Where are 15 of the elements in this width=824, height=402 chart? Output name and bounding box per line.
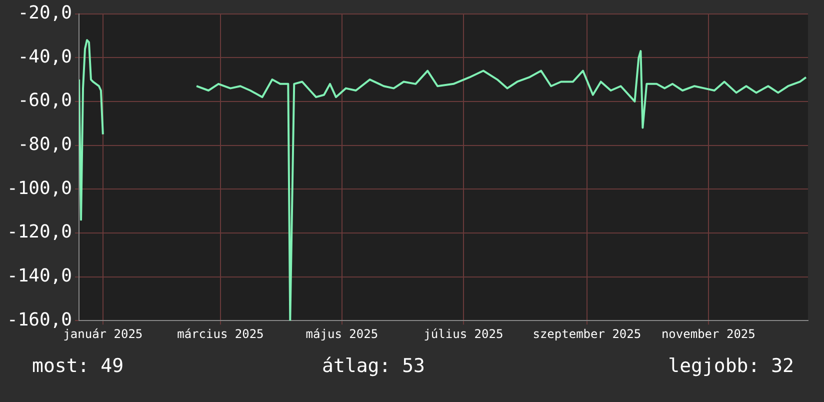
y-tick-label: -20,0	[18, 2, 72, 24]
x-tick-label: november 2025	[661, 326, 756, 341]
text: most: 49	[32, 355, 124, 377]
x-tick-label: július 2025	[424, 326, 504, 341]
y-tick-label: -80,0	[18, 134, 72, 155]
text: átlag: 53	[322, 355, 425, 377]
y-tick-label: -40,0	[18, 46, 72, 68]
x-tick-label: május 2025	[306, 326, 378, 341]
x-tick-label: szeptember 2025	[532, 326, 642, 341]
y-tick-label: -120,0	[6, 222, 72, 243]
y-tick-label: -100,0	[6, 178, 72, 199]
y-tick-label: -140,0	[6, 265, 72, 286]
y-tick-label: -60,0	[18, 90, 72, 112]
x-tick-label: március 2025	[177, 326, 264, 341]
text: legjobb: 32	[668, 355, 794, 377]
